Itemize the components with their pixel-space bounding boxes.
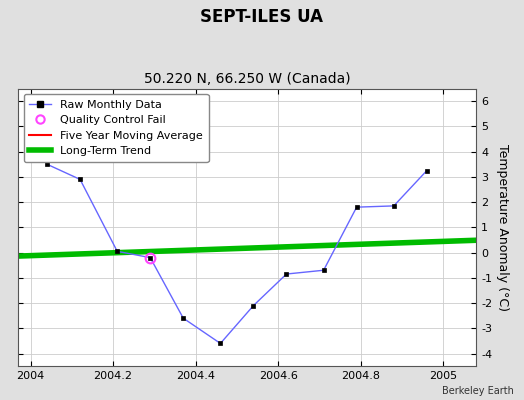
Y-axis label: Temperature Anomaly (°C): Temperature Anomaly (°C): [496, 144, 509, 311]
Legend: Raw Monthly Data, Quality Control Fail, Five Year Moving Average, Long-Term Tren: Raw Monthly Data, Quality Control Fail, …: [24, 94, 209, 162]
Text: SEPT-ILES UA: SEPT-ILES UA: [201, 8, 323, 26]
Title: 50.220 N, 66.250 W (Canada): 50.220 N, 66.250 W (Canada): [144, 72, 351, 86]
Text: Berkeley Earth: Berkeley Earth: [442, 386, 514, 396]
